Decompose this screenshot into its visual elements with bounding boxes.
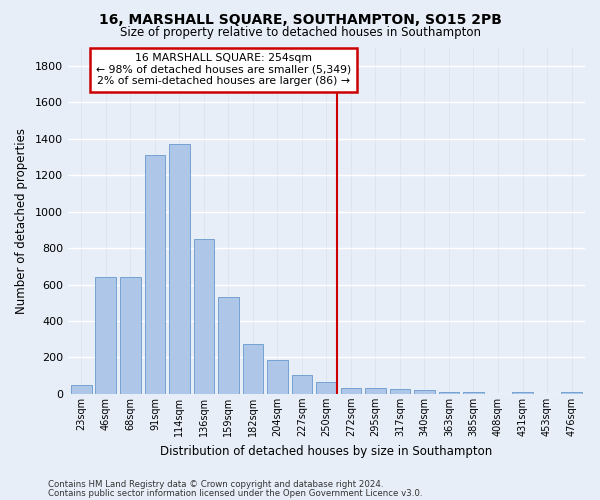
Bar (169, 144, 190, 394)
Text: Contains public sector information licensed under the Open Government Licence v3: Contains public sector information licen… (48, 488, 422, 498)
Bar (267, 360, 288, 394)
Text: 16, MARSHALL SQUARE, SOUTHAMPTON, SO15 2PB: 16, MARSHALL SQUARE, SOUTHAMPTON, SO15 2… (98, 12, 502, 26)
Text: Size of property relative to detached houses in Southampton: Size of property relative to detached ho… (119, 26, 481, 39)
Bar (439, 392, 460, 394)
Bar (512, 392, 533, 394)
Bar (95, 277, 116, 394)
Bar (389, 390, 410, 394)
Bar (463, 392, 484, 394)
Text: Contains HM Land Registry data © Crown copyright and database right 2024.: Contains HM Land Registry data © Crown c… (48, 480, 383, 489)
Bar (218, 298, 239, 394)
Bar (365, 388, 386, 394)
Bar (194, 239, 214, 394)
Bar (561, 392, 582, 394)
Text: 16 MARSHALL SQUARE: 254sqm
← 98% of detached houses are smaller (5,349)
2% of se: 16 MARSHALL SQUARE: 254sqm ← 98% of deta… (96, 53, 351, 86)
Y-axis label: Number of detached properties: Number of detached properties (15, 128, 28, 314)
Bar (292, 374, 313, 394)
X-axis label: Distribution of detached houses by size in Southampton: Distribution of detached houses by size … (160, 444, 493, 458)
Bar (145, 155, 166, 394)
Bar (316, 382, 337, 394)
Bar (341, 388, 361, 394)
Bar (414, 390, 435, 394)
Bar (242, 344, 263, 394)
Bar (71, 385, 92, 394)
Bar (120, 277, 141, 394)
